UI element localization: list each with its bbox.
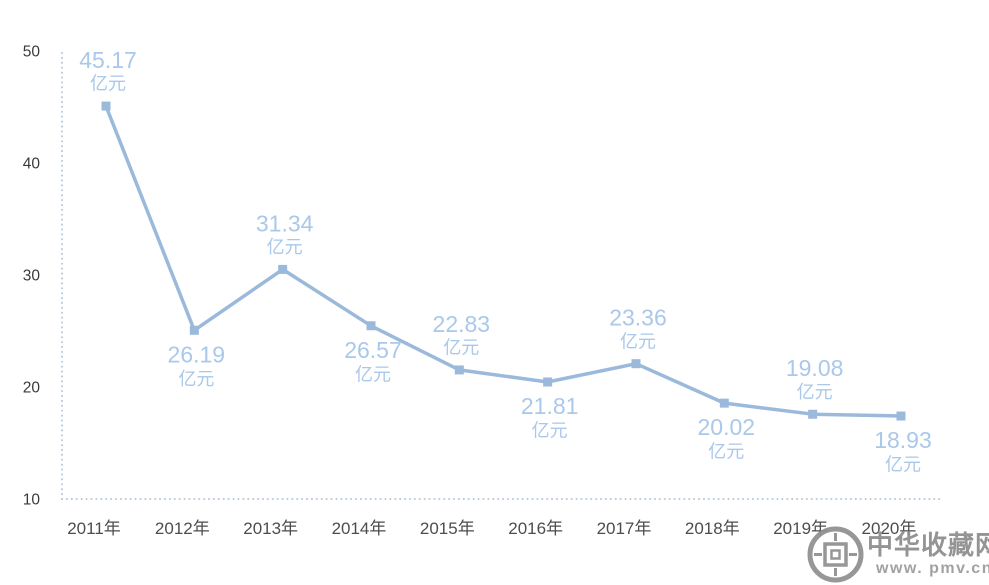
x-axis-tick-label: 2017年 [597, 519, 652, 538]
data-label-value: 20.02 [698, 414, 756, 440]
x-axis-tick-label: 2018年 [685, 519, 740, 538]
y-axis-tick-label: 40 [23, 156, 41, 173]
data-label-value: 18.93 [874, 427, 932, 453]
data-label-unit: 亿元 [267, 237, 303, 257]
data-point-marker [101, 101, 111, 111]
data-label-value: 19.08 [786, 355, 844, 381]
data-label-unit: 亿元 [885, 455, 921, 475]
y-axis-tick-label: 10 [23, 492, 41, 509]
data-label-unit: 亿元 [797, 382, 833, 402]
data-point-marker [543, 377, 553, 387]
data-label-value: 23.36 [609, 305, 667, 331]
x-axis-tick-label: 2013年 [243, 519, 298, 538]
data-label-unit: 亿元 [708, 442, 744, 462]
x-axis-tick-label: 2014年 [332, 519, 387, 538]
y-axis-tick-label: 50 [23, 44, 41, 61]
data-label-value: 21.81 [521, 393, 579, 419]
y-axis-tick-label: 20 [23, 380, 41, 397]
data-label-unit: 亿元 [620, 331, 656, 351]
data-label-unit: 亿元 [178, 369, 214, 389]
data-point-marker [631, 359, 641, 369]
data-point-marker [366, 321, 376, 331]
series-line [104, 104, 903, 418]
data-label-value: 26.19 [168, 341, 226, 367]
data-label-value: 26.57 [344, 337, 402, 363]
data-point-marker [454, 365, 464, 375]
y-axis-tick-label: 30 [23, 268, 41, 285]
data-label-unit: 亿元 [443, 338, 479, 358]
data-point-marker [189, 325, 199, 335]
x-axis-tick-label: 2012年 [155, 519, 210, 538]
data-point-marker [719, 398, 729, 408]
data-label-value: 45.17 [79, 47, 137, 73]
data-label-value: 31.34 [256, 210, 314, 236]
data-point-marker [278, 264, 288, 274]
data-label-value: 22.83 [433, 311, 491, 337]
data-label-unit: 亿元 [90, 74, 126, 94]
data-label-unit: 亿元 [532, 421, 568, 441]
x-axis-tick-label: 2011年 [67, 519, 121, 538]
x-axis-tick-label: 2016年 [508, 519, 563, 538]
data-label-unit: 亿元 [355, 364, 391, 384]
x-axis-tick-label: 2015年 [420, 519, 475, 538]
data-point-marker [896, 411, 906, 421]
x-axis-tick-label: 2020年 [862, 519, 917, 538]
x-axis-tick-label: 2019年 [773, 519, 828, 538]
data-point-marker [808, 409, 818, 419]
